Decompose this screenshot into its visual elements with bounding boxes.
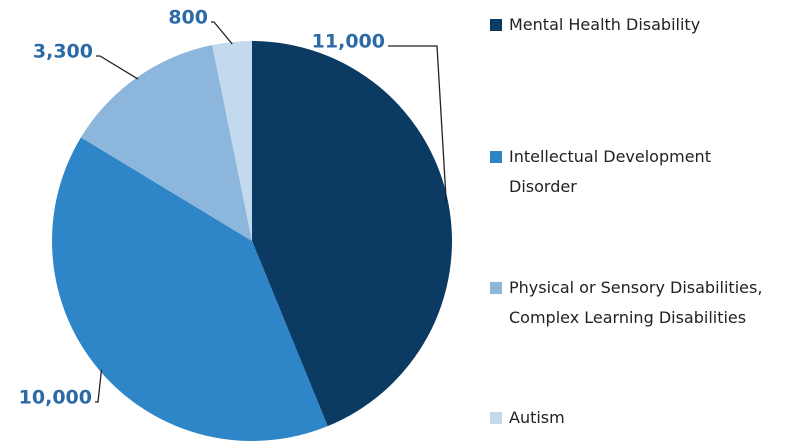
legend-label: Mental Health Disability — [509, 15, 701, 34]
data-label: 11,000 — [312, 31, 385, 53]
legend-item: Intellectual Development Disorder — [490, 142, 711, 202]
legend-label: Physical or Sensory Disabilities, Comple… — [509, 278, 763, 327]
legend-item: Mental Health Disability — [490, 10, 700, 40]
data-label: 10,000 — [19, 387, 92, 409]
legend-swatch — [490, 412, 502, 424]
pie-slice — [51, 137, 328, 441]
legend-swatch — [490, 19, 502, 31]
pie-slice — [80, 44, 252, 242]
pie-slice — [212, 41, 252, 241]
data-label: 800 — [168, 7, 208, 29]
legend-label: Intellectual Development Disorder — [509, 147, 711, 196]
pie-slice — [252, 41, 452, 427]
leader-line — [95, 369, 103, 403]
legend-item: Physical or Sensory Disabilities, Comple… — [490, 273, 762, 333]
data-label: 3,300 — [33, 41, 93, 63]
legend-swatch — [490, 151, 502, 163]
legend-swatch — [490, 282, 502, 294]
leader-line — [211, 21, 233, 45]
legend-label: Autism — [509, 408, 565, 427]
leader-line — [388, 45, 447, 203]
leader-line — [96, 55, 139, 80]
legend-item: Autism — [490, 403, 565, 433]
legend: Mental Health Disability Intellectual Dev… — [490, 0, 811, 441]
chart: 11,000 10,000 3,300 800 — [19, 7, 452, 441]
